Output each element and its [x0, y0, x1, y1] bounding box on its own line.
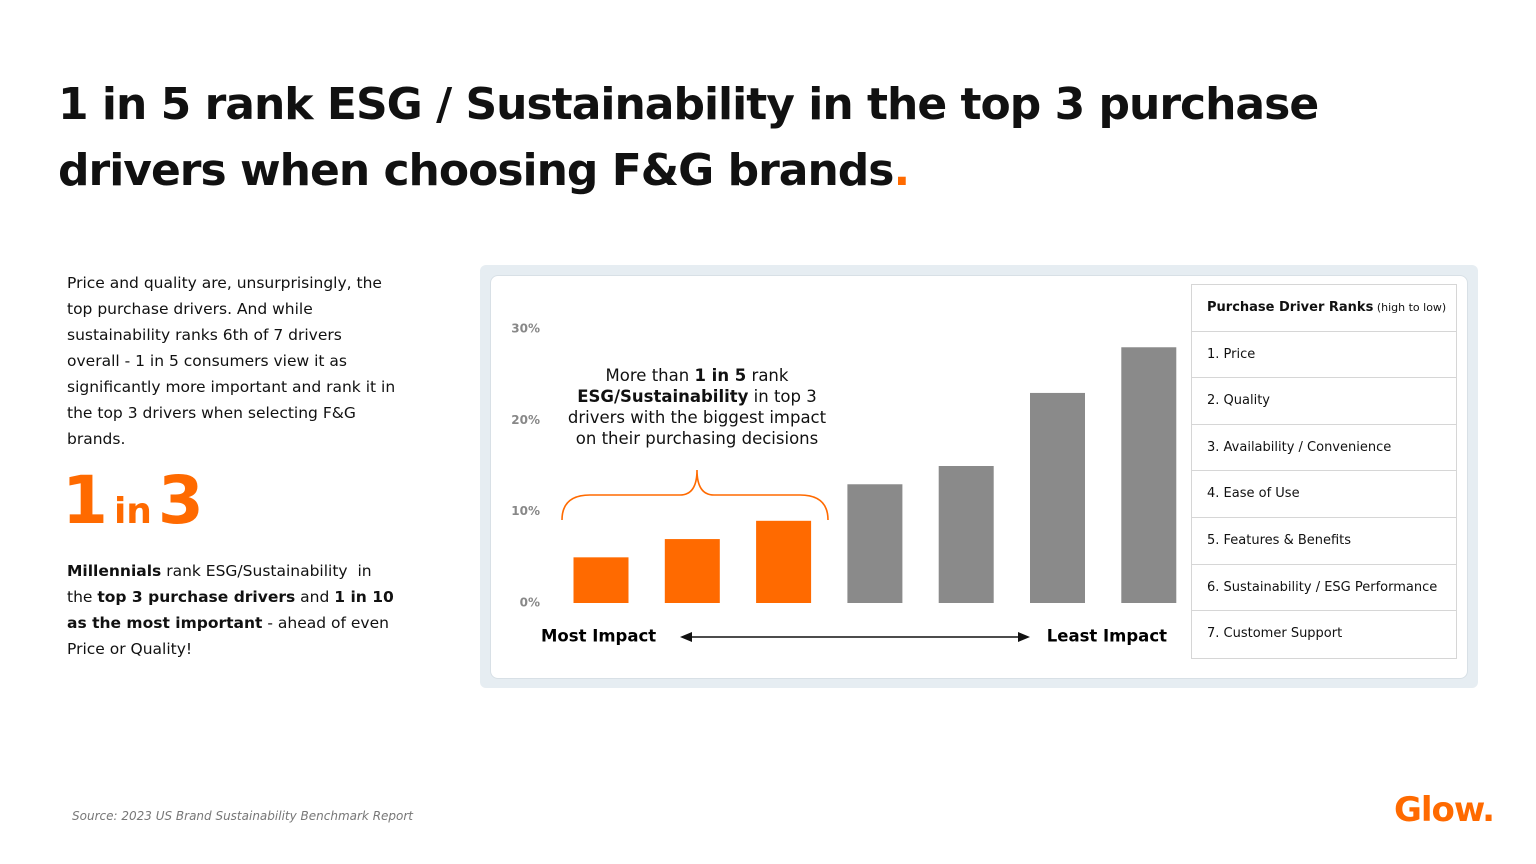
bar [664, 539, 720, 603]
annotation-line: ESG/Sustainability in top 3 [577, 387, 816, 406]
table-row: 2. Quality [1192, 378, 1456, 425]
text-run: Purchase Driver Ranks [1207, 300, 1374, 315]
text-run: and [295, 588, 335, 606]
stat-text: Millennials rank ESG/Sustainability in t… [67, 558, 397, 662]
logo: Glow. [1394, 790, 1495, 830]
bar [1030, 392, 1085, 603]
text-run: 1 in 5 [694, 366, 746, 385]
text-run: More than [606, 366, 695, 385]
text-run: ESG/Sustainability [577, 387, 748, 406]
ranks-table: Purchase Driver Ranks (high to low) 1. Pr… [1191, 284, 1457, 659]
title: 1 in 5 rank ESG / Sustainability in the … [58, 72, 1378, 204]
annotation-line: on their purchasing decisions [576, 429, 818, 448]
intro-text: Price and quality are, unsurprisingly, t… [67, 274, 396, 448]
stat: 1 in3 [62, 462, 204, 539]
title-text: 1 in 5 rank ESG / Sustainability in the … [58, 79, 1319, 196]
text-run: rank ESG/Sustainability in the [67, 562, 377, 606]
chart: 0% 10% 20% 30% More than 1 in 5 rank ESG/Sust… [511, 322, 1177, 646]
text-run: on their purchasing decisions [576, 429, 818, 448]
table-row: 3. Availability / Convenience [1192, 425, 1456, 472]
table-row: 1. Price [1192, 332, 1456, 379]
brace [561, 469, 829, 521]
annotation-line: drivers with the biggest impact [568, 408, 827, 427]
text-run: drivers with the biggest impact [568, 408, 827, 427]
text-run: (high to low) [1373, 301, 1447, 314]
bar [1121, 347, 1177, 603]
y-tick-label: 30% [511, 322, 540, 336]
bar [847, 484, 903, 603]
source: Source: 2023 US Brand Sustainability Ben… [72, 809, 414, 823]
bar [573, 557, 629, 603]
table-row: 5. Features & Benefits [1192, 518, 1456, 565]
table-row: 6. Sustainability / ESG Performance [1192, 565, 1456, 612]
text-run: in top 3 [748, 387, 816, 406]
bar [756, 520, 812, 603]
y-tick-label: 0% [520, 596, 540, 610]
stat-number: 3 [157, 462, 204, 539]
table-row: 4. Ease of Use [1192, 471, 1456, 518]
table-header: Purchase Driver Ranks (high to low) [1192, 285, 1456, 332]
x-axis-label: Most Impact [541, 627, 656, 646]
bar [938, 466, 994, 603]
stat-number: 1 [62, 462, 108, 539]
text-run: 1 in 10 as the most important [67, 588, 400, 632]
x-axis-label: Least Impact [1047, 627, 1167, 646]
text-run: Millennials [67, 562, 162, 580]
table-row: 7. Customer Support [1207, 626, 1343, 642]
y-tick-label: 10% [511, 504, 540, 518]
text-run: rank [746, 366, 789, 385]
title-dot: . [893, 145, 911, 196]
annotation-line: More than 1 in 5 rank [606, 366, 789, 385]
text-run: top 3 purchase drivers [97, 588, 296, 606]
stat-word: in [113, 491, 152, 532]
y-tick-label: 20% [511, 413, 540, 427]
text-run: - ahead of even Price or Quality! [67, 614, 394, 658]
